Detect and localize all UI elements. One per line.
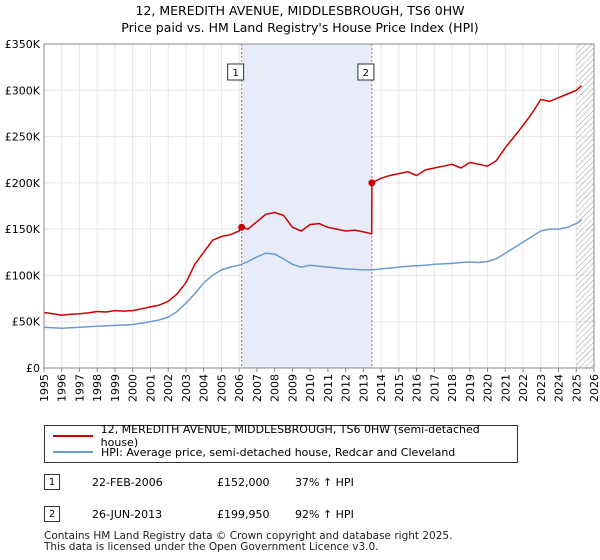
x-tick-label: 2019 xyxy=(464,374,477,402)
sale-date: 26-JUN-2013 xyxy=(92,507,163,521)
x-tick-label: 2010 xyxy=(304,374,317,402)
series-group xyxy=(43,85,583,329)
chart-subtitle: Price paid vs. HM Land Registry's House … xyxy=(121,20,479,35)
sale-price: £152,000 xyxy=(217,475,270,489)
x-tick-label: 2003 xyxy=(180,374,193,402)
x-tick-label: 2015 xyxy=(393,374,406,402)
hpi-series-line xyxy=(43,219,583,329)
x-tick-label: 2013 xyxy=(357,374,370,402)
x-tick-label: 2024 xyxy=(553,374,566,402)
x-tick-label: 2009 xyxy=(286,374,299,402)
x-tick-label: 2014 xyxy=(375,374,388,402)
y-tick-label: £100K xyxy=(5,269,41,282)
x-tick-label: 2008 xyxy=(269,374,282,402)
sale-row-2: 2 26-JUN-2013 £199,950 92% ↑ HPI xyxy=(44,505,354,523)
footer-copyright: Contains HM Land Registry data © Crown c… xyxy=(44,530,453,542)
sale-point xyxy=(238,223,246,231)
y-tick-label: £0 xyxy=(26,362,40,375)
x-tick-label: 2007 xyxy=(251,374,264,402)
y-tick-label: £350K xyxy=(5,38,41,51)
x-tick-label: 2005 xyxy=(215,374,228,402)
x-tick-label: 1997 xyxy=(73,374,86,402)
x-tick-label: 2023 xyxy=(535,374,548,402)
x-tick-label: 2012 xyxy=(340,374,353,402)
y-tick-label: £150K xyxy=(5,223,41,236)
property-series-line xyxy=(43,85,583,316)
x-tick-label: 2002 xyxy=(162,374,175,402)
y-tick-label: £50K xyxy=(12,316,41,329)
legend-label-hpi: HPI: Average price, semi-detached house,… xyxy=(101,445,456,459)
legend-label-property: 12, MEREDITH AVENUE, MIDDLESBROUGH, TS6 … xyxy=(100,423,480,449)
annotation-box xyxy=(357,63,375,81)
sale-badge: 1 xyxy=(44,474,60,490)
x-tick-label: 2011 xyxy=(322,374,335,402)
x-tick-label: 2021 xyxy=(499,374,512,402)
x-tick-label: 1999 xyxy=(109,374,122,402)
sale-badge: 2 xyxy=(44,506,60,522)
x-tick-label: 1998 xyxy=(91,374,104,402)
shaded-ownership-period xyxy=(241,44,594,368)
x-tick-label: 2026 xyxy=(588,374,600,402)
annotation-box xyxy=(227,63,245,81)
x-tick-label: 2004 xyxy=(198,374,211,402)
x-tick-label: 2001 xyxy=(144,374,157,402)
price-chart: £0 £50K £100K £150K £200K £250K £300K £350K 1995… xyxy=(5,38,600,402)
x-tick-label: 1995 xyxy=(38,374,51,402)
legend-item-property: 12, MEREDITH AVENUE, MIDDLESBROUGH, TS6 … xyxy=(53,423,517,449)
legend: 12, MEREDITH AVENUE, MIDDLESBROUGH, TS6 … xyxy=(44,423,518,463)
plot-frame xyxy=(43,43,595,369)
annotation-label: 2 xyxy=(363,68,369,79)
footer: Contains HM Land Registry data © Crown c… xyxy=(44,531,452,553)
axes: £0 £50K £100K £150K £200K £250K £300K £350K 1995… xyxy=(5,38,600,402)
shaded-period xyxy=(241,44,372,368)
chart-title: 12, MEREDITH AVENUE, MIDDLESBROUGH, TS6 … xyxy=(135,3,465,18)
y-tick-label: £200K xyxy=(5,177,41,190)
sale-price: £199,950 xyxy=(217,507,270,521)
sale-hpi-change: 92% ↑ HPI xyxy=(295,507,354,521)
sale-date: 22-FEB-2006 xyxy=(92,475,163,489)
sale-row-1: 1 22-FEB-2006 £152,000 37% ↑ HPI xyxy=(44,473,354,491)
x-tick-label: 2017 xyxy=(428,374,441,402)
x-tick-label: 2025 xyxy=(570,374,583,402)
legend-swatch-hpi xyxy=(53,451,93,453)
x-tick-label: 2016 xyxy=(411,374,424,402)
sale-hpi-change: 37% ↑ HPI xyxy=(295,475,354,489)
sale-point xyxy=(368,179,376,187)
x-tick-label: 2006 xyxy=(233,374,246,402)
footer-license: This data is licensed under the Open Gov… xyxy=(44,541,379,553)
chart-title-block: 12, MEREDITH AVENUE, MIDDLESBROUGH, TS6 … xyxy=(0,2,600,36)
x-tick-label: 2000 xyxy=(127,374,140,402)
legend-item-hpi: HPI: Average price, semi-detached house,… xyxy=(53,444,455,460)
y-tick-label: £250K xyxy=(5,131,41,144)
y-tick-label: £300K xyxy=(5,84,41,97)
x-tick-label: 2020 xyxy=(482,374,495,402)
x-tick-label: 2022 xyxy=(517,374,530,402)
annotation-label: 1 xyxy=(232,68,238,79)
legend-swatch-property xyxy=(53,435,93,437)
x-tick-label: 2018 xyxy=(446,374,459,402)
x-tick-label: 1996 xyxy=(56,374,69,402)
forecast-hatch xyxy=(576,44,594,368)
